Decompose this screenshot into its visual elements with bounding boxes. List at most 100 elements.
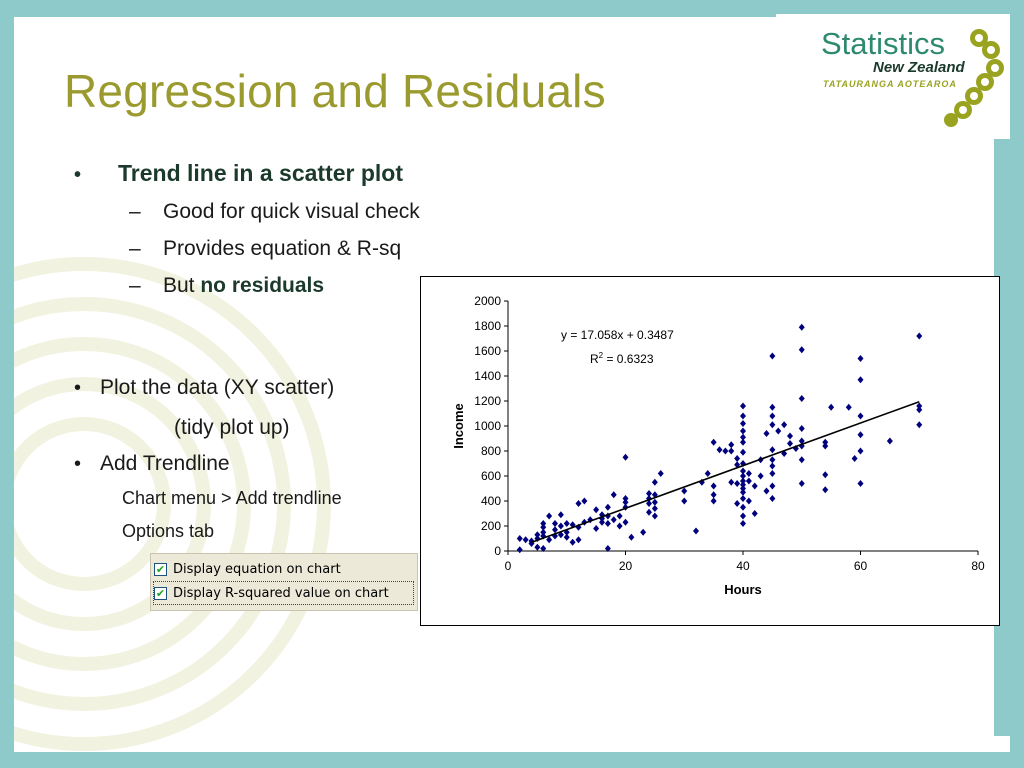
trendline [531,400,920,544]
logo-maori-text: TATAURANGA AOTEAROA [823,79,957,89]
data-point [916,402,923,410]
data-point [734,500,741,507]
y-tick-label: 1600 [474,344,501,358]
sub-bullet-bold-text: no residuals [200,274,325,297]
data-point [522,536,529,544]
data-point [775,427,782,435]
data-point [740,503,746,511]
data-point [857,480,864,487]
bullet-add-trendline-text: Add Trendline [100,452,230,475]
data-point [798,425,805,432]
data-point [916,332,923,340]
slide: Statistics New Zealand TATAURANGA AOTEAR… [14,14,1010,752]
bullet-plot-data-continued: (tidy plot up) [174,416,290,439]
data-point [657,470,664,477]
r-squared-label: R2 = 0.6323 [590,351,654,366]
display-equation-option[interactable]: ✔ Display equation on chart [154,558,417,580]
data-point [763,430,770,437]
trendline-options-panel: ✔ Display equation on chart ✔ Display R-… [150,553,418,611]
data-point [740,472,746,480]
data-point [604,503,611,511]
display-rsq-checkbox[interactable]: ✔ [154,586,167,600]
data-point [740,427,746,435]
data-point [628,533,635,541]
data-point [798,456,805,464]
data-point [740,420,746,427]
x-axis-title: Hours [724,582,762,597]
data-point [857,376,864,384]
data-point [769,456,776,464]
data-point [604,520,611,527]
data-point [822,471,829,479]
data-point [740,412,746,420]
x-tick-label: 80 [971,559,985,573]
chart-menu-instruction: Chart menu > Add trendline [122,488,342,508]
y-tick-label: 800 [481,444,501,458]
data-point [651,505,658,512]
data-point [722,447,729,455]
display-rsq-option[interactable]: ✔ Display R-squared value on chart [153,581,414,605]
sub-bullet-text: Good for quick visual check [163,200,420,223]
data-point [516,535,523,542]
data-point [822,486,829,494]
display-equation-checkbox[interactable]: ✔ [154,562,167,576]
data-point [563,533,570,541]
data-point [569,538,576,546]
data-point [787,432,793,440]
data-point [575,536,582,544]
data-point [740,512,746,520]
dash-marker: – [129,237,141,260]
sub-bullet-equation: – Provides equation & R-sq [129,237,401,261]
data-point [710,491,717,499]
data-point [740,402,746,410]
data-point [822,442,829,450]
data-point [704,470,711,477]
data-point [769,412,776,420]
data-point [740,477,746,485]
data-point [769,495,776,502]
data-point [557,522,564,530]
data-point [740,433,746,441]
bullet-marker: • [74,453,82,475]
data-point [740,520,746,527]
y-tick-label: 0 [494,544,501,558]
sub-bullet-visual-check: – Good for quick visual check [129,200,420,224]
data-point [828,403,835,411]
y-tick-label: 200 [481,519,501,533]
data-point [646,508,652,516]
data-point [552,520,558,527]
data-point [740,448,746,456]
data-point [516,546,523,554]
sub-bullet-residuals: – But no residuals [129,274,324,298]
y-tick-label: 1000 [474,419,501,433]
data-point [769,403,776,411]
bullet-marker: • [74,164,82,186]
data-point [763,487,770,495]
dash-marker: – [129,274,141,297]
display-rsq-label: Display R-squared value on chart [173,585,389,601]
dash-marker: – [129,200,141,223]
data-point [557,511,564,519]
data-point [710,438,717,446]
x-tick-label: 0 [505,559,512,573]
y-tick-label: 2000 [474,294,501,308]
data-point [540,528,547,536]
x-tick-label: 60 [854,559,868,573]
data-point [728,441,735,449]
data-point [540,545,547,552]
data-point [886,437,893,445]
bullet-plot-data-text: Plot the data (XY scatter) [100,376,335,399]
data-point [745,470,752,477]
data-point [822,438,829,446]
logo-chain-icon [944,29,1004,127]
data-point [787,440,793,447]
data-point [740,467,746,475]
bullet-marker: • [74,377,82,399]
data-point [857,431,864,439]
slide-title: Regression and Residuals [64,65,606,117]
bullet-plot-data: • Plot the data (XY scatter) [74,376,334,400]
data-point [798,395,805,402]
data-point [745,477,752,485]
y-tick-label: 1400 [474,369,501,383]
data-point [857,412,864,420]
